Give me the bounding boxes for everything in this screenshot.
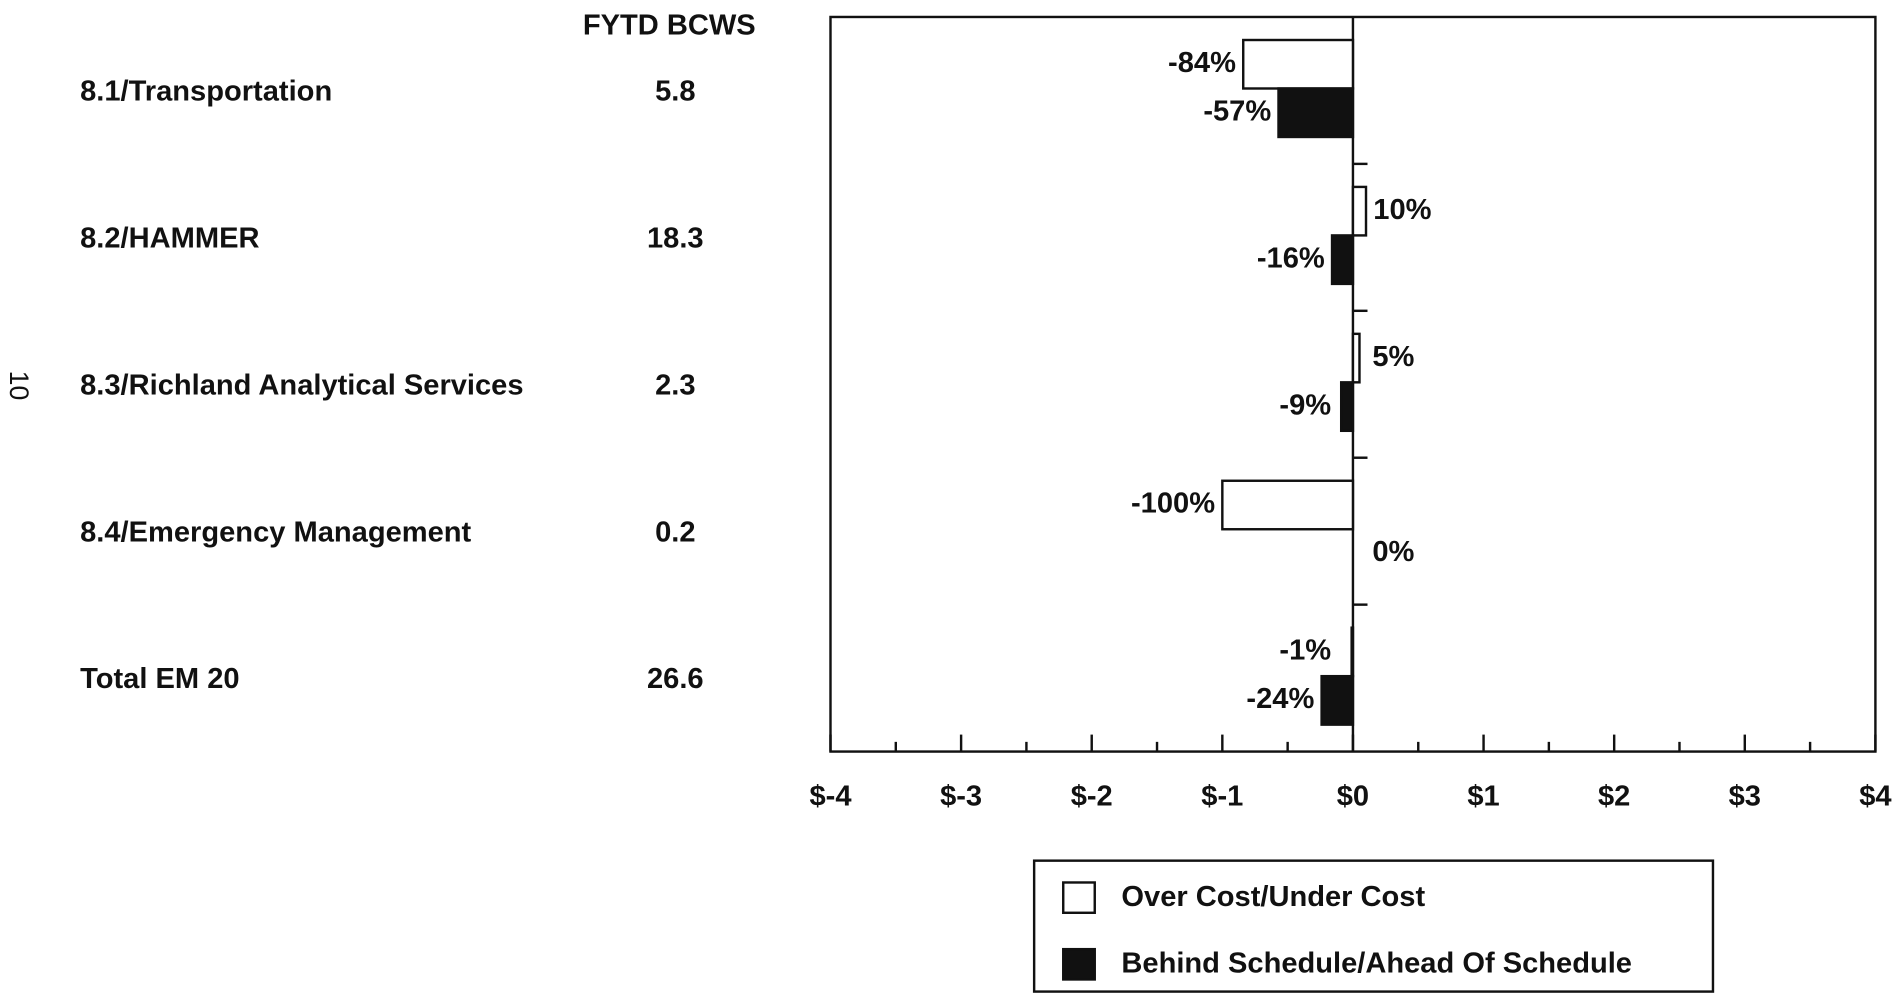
x-tick-label: $4: [1859, 780, 1892, 812]
data-label: -16%: [1257, 242, 1325, 274]
category-label: Total EM 20: [80, 663, 239, 695]
legend-swatch: [1062, 947, 1096, 981]
legend-label: Over Cost/Under Cost: [1121, 881, 1425, 913]
legend-label: Behind Schedule/Ahead Of Schedule: [1121, 948, 1632, 980]
bar: [1339, 381, 1355, 433]
x-tick-label: $-4: [809, 780, 852, 812]
data-label: -84%: [1168, 47, 1236, 79]
category-label: 8.2/HAMMER: [80, 222, 259, 254]
bar: [1350, 626, 1355, 678]
legend-box: [1032, 859, 1715, 993]
bcws-value: 0.2: [655, 516, 695, 548]
bcws-value: 2.3: [655, 369, 695, 401]
bar: [1320, 674, 1355, 726]
data-label: 10%: [1373, 194, 1431, 226]
bcws-value: 18.3: [647, 222, 704, 254]
x-tick-label: $-3: [940, 780, 982, 812]
legend-swatch: [1062, 881, 1096, 914]
data-label: -24%: [1246, 683, 1314, 715]
data-label: -9%: [1279, 389, 1331, 421]
x-tick-label: $-1: [1201, 780, 1243, 812]
data-label: -57%: [1203, 95, 1271, 127]
x-tick-label: $1: [1467, 780, 1499, 812]
data-label: -100%: [1131, 488, 1215, 520]
table-header: FYTD BCWS: [583, 9, 756, 41]
x-tick-label: $0: [1337, 780, 1369, 812]
bar: [1351, 332, 1361, 384]
data-label: 0%: [1372, 536, 1414, 568]
bar: [1242, 38, 1355, 90]
bcws-value: 26.6: [647, 663, 704, 695]
bcws-value: 5.8: [655, 76, 695, 108]
category-label: 8.3/Richland Analytical Services: [80, 369, 523, 401]
bar: [1330, 234, 1355, 286]
bar: [1277, 87, 1355, 139]
bar: [1351, 185, 1368, 237]
data-label: -1%: [1279, 635, 1331, 667]
bar: [1221, 479, 1355, 531]
page-number: 10: [4, 371, 34, 401]
x-tick-label: $3: [1729, 780, 1761, 812]
x-tick-label: $2: [1598, 780, 1630, 812]
data-label: 5%: [1372, 341, 1414, 373]
x-tick-label: $-2: [1071, 780, 1113, 812]
category-label: 8.4/Emergency Management: [80, 516, 471, 548]
category-label: 8.1/Transportation: [80, 76, 332, 108]
